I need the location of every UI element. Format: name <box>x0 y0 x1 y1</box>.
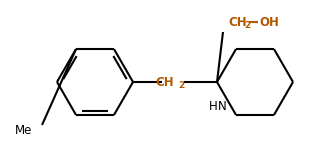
Text: 2: 2 <box>178 82 184 90</box>
Text: OH: OH <box>259 15 279 28</box>
Text: CH: CH <box>155 76 174 89</box>
Text: H: H <box>209 100 218 114</box>
Text: Me: Me <box>15 124 32 136</box>
Text: 2: 2 <box>244 21 250 31</box>
Text: CH: CH <box>228 15 247 28</box>
Text: N: N <box>218 100 227 114</box>
